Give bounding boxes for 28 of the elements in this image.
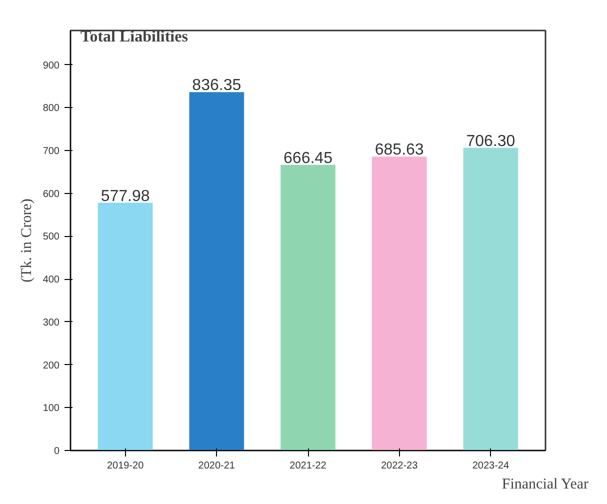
bar	[463, 148, 518, 450]
y-tick-label: 300	[42, 317, 60, 328]
bar	[189, 92, 244, 450]
y-tick-label: 700	[42, 146, 60, 157]
y-tick-label: 400	[42, 274, 60, 286]
y-tick-label: 600	[42, 188, 60, 200]
data-label: 685.63	[374, 142, 424, 159]
x-tick-label: 2022-23	[380, 460, 418, 472]
y-tick-label: 100	[42, 403, 60, 414]
y-tick-label: 800	[42, 103, 60, 114]
x-axis-title: Financial Year	[502, 476, 589, 492]
bar	[372, 156, 427, 450]
data-label: 836.35	[192, 77, 242, 94]
x-tick-label: 2021-22	[290, 460, 327, 472]
chart-title: Total Liabilities	[80, 28, 188, 46]
bar	[98, 202, 153, 450]
y-tick-label: 0	[54, 446, 60, 457]
y-tick-label: 900	[42, 60, 60, 72]
x-tick-label: 2023-24	[472, 460, 510, 472]
data-label: 666.45	[284, 150, 333, 167]
y-axis-title: (Tk. in Crore)	[18, 198, 35, 282]
y-tick-label: 500	[42, 232, 60, 243]
x-tick-label: 2019-20	[106, 460, 144, 472]
data-label: 577.98	[100, 188, 150, 205]
bar	[280, 164, 336, 450]
y-tick-label: 200	[42, 360, 60, 372]
x-tick-label: 2020-21	[198, 460, 236, 472]
data-label: 706.30	[466, 132, 516, 150]
